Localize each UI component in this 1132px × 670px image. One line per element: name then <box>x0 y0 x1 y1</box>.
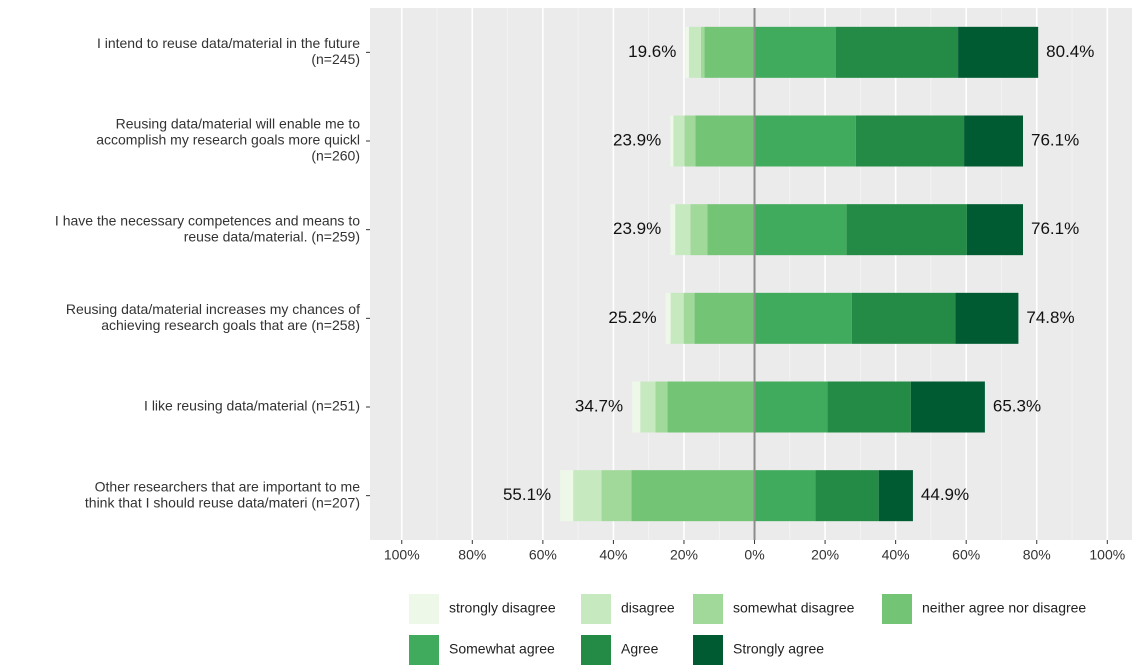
y-tick-label: reuse data/material. (n=259) <box>184 228 360 244</box>
y-tick-label: Reusing data/material will enable me to <box>116 116 361 132</box>
left-total: 19.6% <box>628 42 676 61</box>
legend-label: strongly disagree <box>449 600 556 616</box>
y-tick-label: I intend to reuse data/material in the f… <box>97 35 360 51</box>
x-tick-label: 100% <box>1089 547 1125 563</box>
panel <box>370 8 1132 540</box>
bar-segment <box>700 26 705 78</box>
legend-swatch <box>882 594 912 624</box>
bar-segment <box>855 115 965 167</box>
bar-segment <box>631 470 755 522</box>
bar-segment <box>688 26 701 78</box>
y-tick-label: achieving research goals that are (n=258… <box>101 317 360 333</box>
bar-segment <box>670 115 674 167</box>
legend-swatch <box>581 635 611 665</box>
bar-segment <box>673 115 685 167</box>
x-tick-label: 20% <box>670 547 698 563</box>
legend-label: neither agree nor disagree <box>922 600 1086 616</box>
bar-segment <box>846 204 967 256</box>
right-total: 80.4% <box>1046 42 1094 61</box>
x-tick-label: 60% <box>952 547 980 563</box>
bar-segment <box>573 470 602 522</box>
right-total: 44.9% <box>921 485 969 504</box>
bar-segment <box>827 381 911 433</box>
bar-segment <box>955 292 1019 344</box>
bar-segment <box>685 26 689 78</box>
bar-segment <box>754 292 852 344</box>
y-tick-label: (n=260) <box>311 148 360 164</box>
bar-segment <box>683 292 695 344</box>
bar-segment <box>707 204 755 256</box>
bar-segment <box>655 381 668 433</box>
bar-segment <box>754 26 836 78</box>
left-total: 23.9% <box>613 130 661 149</box>
bar-segment <box>665 292 671 344</box>
legend-swatch <box>581 594 611 624</box>
right-total: 74.8% <box>1026 308 1074 327</box>
y-tick-label: Other researchers that are important to … <box>95 478 361 494</box>
legend-label: disagree <box>621 600 675 616</box>
bar-segment <box>964 115 1023 167</box>
legend-swatch <box>409 635 439 665</box>
bar-segment <box>640 381 656 433</box>
bar-segment <box>958 26 1039 78</box>
x-tick-label: 20% <box>811 547 839 563</box>
bar-segment <box>815 470 879 522</box>
bar-segment <box>670 292 684 344</box>
bar-segment <box>675 204 691 256</box>
right-total: 76.1% <box>1031 130 1079 149</box>
left-total: 23.9% <box>613 219 661 238</box>
right-total: 76.1% <box>1031 219 1079 238</box>
bar-segment <box>754 115 856 167</box>
legend-swatch <box>409 594 439 624</box>
x-tick-label: 40% <box>882 547 910 563</box>
legend-label: Somewhat agree <box>449 641 555 657</box>
bar-segment <box>667 381 755 433</box>
y-tick-label: I like reusing data/material (n=251) <box>144 398 360 414</box>
bar-segment <box>910 381 985 433</box>
right-total: 65.3% <box>993 396 1041 415</box>
left-total: 25.2% <box>608 308 656 327</box>
left-total: 55.1% <box>503 485 551 504</box>
bar-segment <box>560 470 574 522</box>
bar-segment <box>754 204 847 256</box>
legend-label: Strongly agree <box>733 641 824 657</box>
legend-label: Agree <box>621 641 659 657</box>
x-tick-label: 40% <box>599 547 627 563</box>
bar-segment <box>695 115 755 167</box>
legend-swatch <box>693 635 723 665</box>
bar-segment <box>670 204 676 256</box>
x-tick-label: 0% <box>744 547 764 563</box>
y-tick-label: think that I should reuse data/materi (n… <box>85 494 360 510</box>
x-tick-label: 100% <box>384 547 420 563</box>
bar-segment <box>684 115 696 167</box>
bar-segment <box>851 292 956 344</box>
x-tick-label: 80% <box>1023 547 1051 563</box>
bar-segment <box>878 470 913 522</box>
bar-segment <box>690 204 708 256</box>
x-tick-label: 60% <box>529 547 557 563</box>
bar-segment <box>754 470 816 522</box>
bar-segment <box>601 470 632 522</box>
legend-swatch <box>693 594 723 624</box>
bar-segment <box>694 292 755 344</box>
x-tick-label: 80% <box>458 547 486 563</box>
bar-segment <box>754 381 828 433</box>
legend-label: somewhat disagree <box>733 600 855 616</box>
y-tick-label: (n=245) <box>311 51 360 67</box>
left-total: 34.7% <box>575 396 623 415</box>
y-tick-label: I have the necessary competences and mea… <box>55 212 360 228</box>
bar-segment <box>632 381 641 433</box>
bar-segment <box>704 26 755 78</box>
bar-segment <box>966 204 1023 256</box>
bar-segment <box>835 26 959 78</box>
y-tick-label: accomplish my research goals more quickl <box>96 132 360 148</box>
y-tick-label: Reusing data/material increases my chanc… <box>66 301 360 317</box>
